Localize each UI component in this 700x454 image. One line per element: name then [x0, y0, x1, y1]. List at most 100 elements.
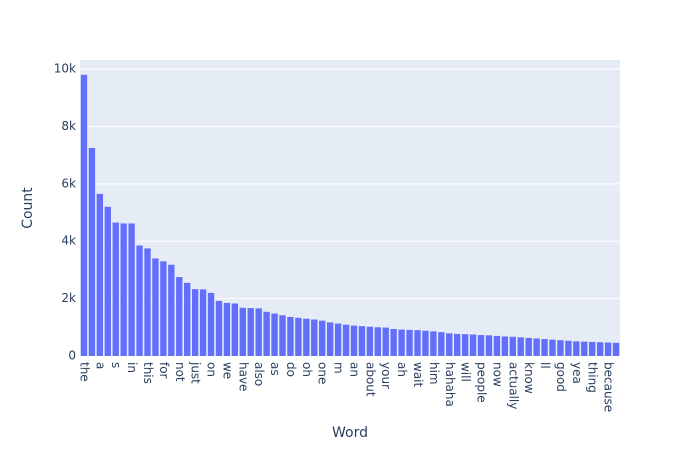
x-tick-label: wait — [411, 362, 425, 388]
bar — [334, 323, 342, 356]
x-tick-label: good — [554, 362, 568, 392]
x-tick-label: the — [77, 362, 91, 382]
x-tick-label: a — [93, 362, 107, 369]
bar — [581, 341, 588, 356]
bar — [446, 333, 453, 356]
bar — [160, 261, 167, 356]
x-tick-label: oh — [300, 362, 314, 377]
x-tick-label: this — [141, 362, 155, 384]
bar — [525, 337, 532, 356]
x-tick-label: him — [427, 362, 441, 385]
bar — [176, 277, 183, 356]
x-tick-label: s — [109, 362, 123, 368]
bar — [191, 289, 199, 356]
bar — [454, 333, 461, 356]
y-axis-title: Count — [20, 187, 36, 229]
bar — [398, 329, 405, 356]
x-tick-label: for — [157, 362, 171, 379]
x-tick-label: also — [252, 362, 266, 386]
x-tick-label: m — [332, 362, 346, 374]
y-tick-label: 0 — [68, 349, 76, 363]
bar — [485, 335, 493, 356]
bar — [549, 339, 556, 356]
bar — [358, 326, 366, 356]
x-tick-label: know — [522, 362, 536, 394]
bar — [199, 289, 207, 356]
bar — [88, 147, 96, 356]
bar — [612, 342, 620, 356]
x-tick-label: do — [284, 362, 298, 377]
bar — [239, 307, 246, 356]
bar — [112, 222, 119, 356]
bar — [533, 338, 540, 356]
bar — [382, 327, 389, 356]
bar — [104, 206, 111, 356]
x-tick-label: people — [475, 362, 489, 403]
bar — [120, 223, 127, 356]
bar — [168, 264, 175, 356]
bar — [501, 336, 509, 356]
y-tick-label: 2k — [61, 291, 76, 305]
x-tick-label: will — [459, 362, 473, 382]
x-tick-label: have — [236, 362, 250, 391]
bar — [295, 317, 302, 356]
bar — [80, 74, 88, 357]
x-tick-label: ll — [538, 362, 552, 369]
bar — [430, 331, 437, 356]
bar — [319, 320, 326, 356]
bar — [136, 245, 143, 356]
x-tick-label: just — [189, 361, 203, 384]
x-tick-label: ah — [395, 362, 409, 377]
bar — [366, 326, 374, 356]
bar — [469, 334, 477, 356]
bar — [477, 335, 485, 356]
bar — [541, 339, 548, 356]
bar — [128, 223, 135, 356]
bar — [438, 332, 445, 356]
x-tick-label: now — [490, 362, 504, 387]
x-tick-label: thing — [586, 362, 600, 393]
bar — [461, 334, 469, 356]
x-tick-label: one — [316, 362, 330, 384]
bar — [279, 315, 286, 356]
bar — [589, 341, 596, 356]
x-axis-title: Word — [332, 425, 368, 441]
x-tick-label: hahaha — [443, 362, 457, 407]
bar — [326, 322, 334, 356]
bar — [303, 318, 310, 356]
bar — [342, 324, 350, 356]
bar — [207, 292, 215, 356]
bar — [223, 302, 231, 356]
bar — [604, 342, 612, 356]
bar — [493, 335, 501, 356]
bar — [311, 319, 318, 356]
x-tick-label: we — [220, 362, 234, 379]
bar — [96, 193, 104, 356]
x-tick-label: as — [268, 362, 282, 376]
bar — [390, 329, 397, 356]
bar — [247, 308, 254, 356]
y-tick-label: 8k — [61, 119, 76, 133]
x-tick-label: on — [205, 362, 219, 377]
bar — [406, 329, 413, 356]
y-tick-label: 10k — [54, 62, 76, 76]
bar — [184, 282, 191, 356]
y-tick-label: 6k — [61, 176, 76, 190]
x-tick-label: actually — [506, 362, 520, 409]
bar — [263, 311, 270, 356]
x-tick-label: yea — [570, 362, 584, 384]
x-tick-label: not — [173, 362, 187, 382]
bar — [565, 340, 572, 356]
x-tick-label: because — [602, 362, 616, 412]
bar — [144, 248, 151, 356]
bar — [422, 330, 429, 356]
bar — [596, 342, 604, 356]
bar — [414, 330, 421, 356]
bar — [374, 327, 381, 356]
bar — [557, 340, 564, 356]
bar — [287, 316, 294, 356]
x-tick-label: your — [379, 362, 393, 389]
x-tick-label: an — [347, 362, 361, 377]
y-tick-label: 4k — [61, 234, 76, 248]
